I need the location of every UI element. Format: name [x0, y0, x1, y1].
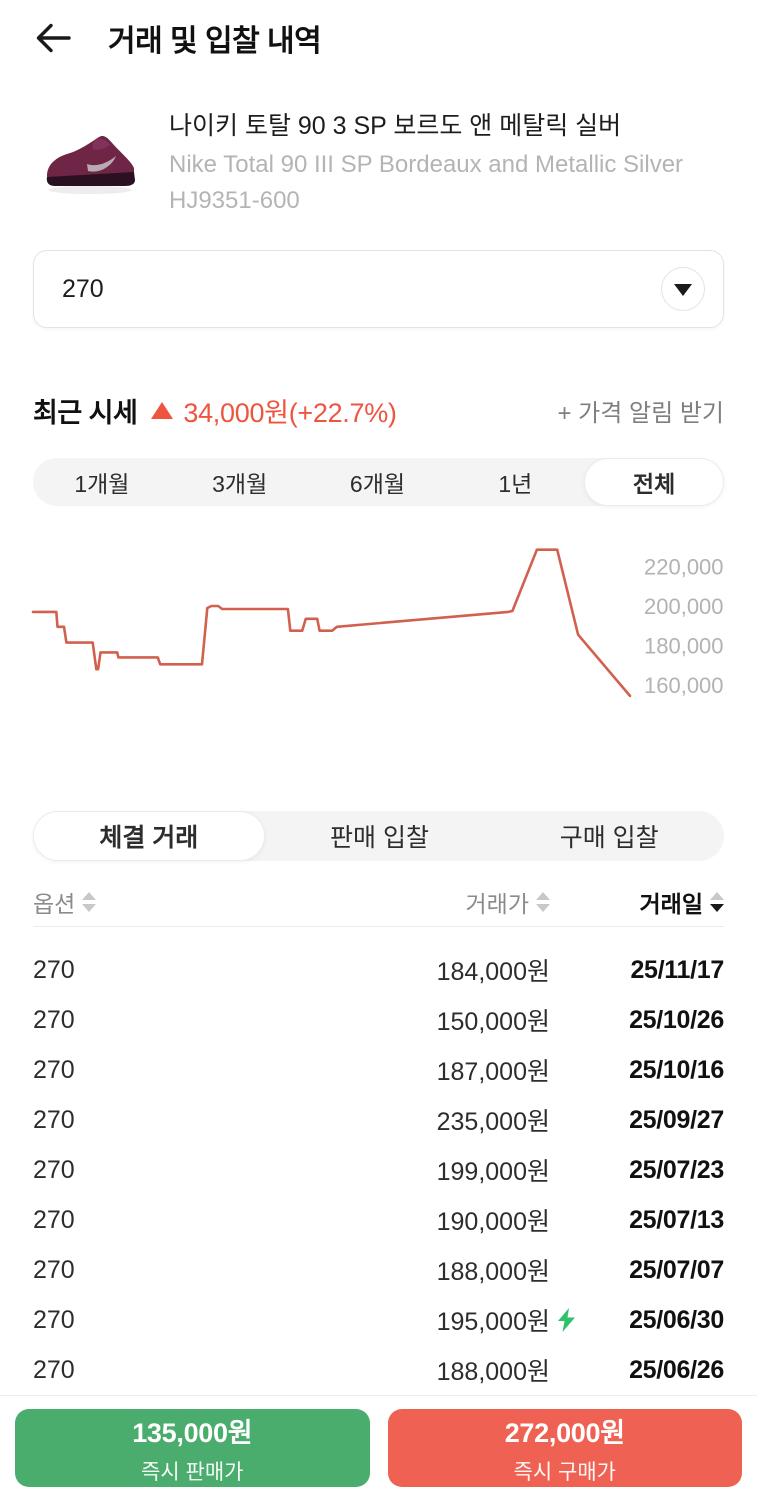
trade-history-table: 옵션 거래가 거래일 270 184,000원 25/11/17 270 150,000…: [33, 877, 724, 1395]
row-date: 25/10/16: [629, 1055, 724, 1084]
row-date: 25/07/23: [629, 1155, 724, 1184]
sort-icon: [82, 891, 97, 912]
express-delivery-icon: [558, 1308, 575, 1333]
size-select[interactable]: 270: [33, 250, 724, 329]
table-header-row: 옵션 거래가 거래일: [33, 877, 724, 928]
size-select-value: 270: [62, 274, 104, 303]
row-price: 190,000원: [436, 1208, 550, 1237]
table-row[interactable]: 270 188,000원 25/07/07: [33, 1245, 724, 1295]
instant-sell-price: 135,000원: [132, 1417, 253, 1448]
row-date: 25/07/13: [629, 1205, 724, 1234]
row-price: 199,000원: [436, 1158, 550, 1187]
y-axis-tick-label: 180,000: [644, 634, 724, 659]
row-date: 25/07/07: [629, 1255, 724, 1284]
bottom-action-bar: 135,000원 즉시 판매가 272,000원 즉시 구매가: [0, 1395, 757, 1500]
period-tab-1[interactable]: 3개월: [212, 471, 268, 498]
period-tab-4[interactable]: 전체: [584, 458, 724, 507]
price-chart: 220,000 200,000 180,000 160,000: [0, 530, 757, 725]
instant-buy-label: 즉시 구매가: [513, 1460, 616, 1484]
table-row[interactable]: 270 190,000원 25/07/13: [33, 1195, 724, 1245]
column-header-price[interactable]: 거래가: [153, 885, 550, 919]
column-header-date[interactable]: 거래일: [584, 885, 724, 919]
row-price: 150,000원: [436, 1008, 550, 1037]
product-name-korean: 나이키 토탈 90 3 SP 보르도 앤 메탈릭 실버: [169, 112, 622, 140]
row-date: 25/06/26: [629, 1355, 724, 1384]
row-option: 270: [33, 1255, 75, 1284]
row-date: 25/09/27: [629, 1105, 724, 1134]
product-name-english: Nike Total 90 III SP Bordeaux and Metall…: [169, 151, 684, 178]
y-axis-tick-label: 200,000: [644, 594, 724, 619]
column-label: 거래일: [639, 890, 703, 917]
period-tab-3[interactable]: 1년: [498, 471, 533, 498]
row-express-slot: [550, 1307, 584, 1333]
sort-icon: [536, 891, 550, 912]
product-image: [33, 117, 145, 209]
back-button[interactable]: [30, 16, 76, 60]
chevron-down-icon: [674, 284, 692, 297]
instant-buy-price: 272,000원: [504, 1417, 625, 1448]
row-price: 195,000원: [436, 1308, 550, 1337]
price-line: [31, 548, 632, 698]
period-tab-2[interactable]: 6개월: [349, 471, 406, 498]
history-tab-1[interactable]: 판매 입찰: [330, 824, 429, 853]
row-option: 270: [33, 1155, 75, 1184]
table-row[interactable]: 270 184,000원 25/11/17: [33, 945, 724, 995]
price-change-value: 34,000원(+22.7%): [183, 397, 397, 428]
column-label: 옵션: [33, 890, 76, 917]
sort-icon: [710, 891, 724, 912]
row-price: 235,000원: [436, 1108, 550, 1137]
row-option: 270: [33, 1355, 75, 1384]
price-up-triangle-icon: [151, 401, 174, 419]
table-row[interactable]: 270 187,000원 25/10/16: [33, 1045, 724, 1095]
period-tab-0[interactable]: 1개월: [74, 471, 130, 498]
product-sku: HJ9351-600: [169, 186, 300, 214]
row-option: 270: [33, 1055, 75, 1084]
history-tab-bar: 체결 거래 판매 입찰 구매 입찰: [33, 811, 724, 862]
row-option: 270: [33, 955, 75, 984]
period-tab-bar: 1개월 3개월 6개월 1년 전체: [33, 458, 724, 507]
instant-sell-label: 즉시 판매가: [141, 1460, 244, 1484]
instant-sell-button[interactable]: 135,000원 즉시 판매가: [15, 1409, 370, 1487]
page-title: 거래 및 입찰 내역: [108, 25, 322, 58]
sneaker-icon: [46, 136, 135, 195]
app-header: 거래 및 입찰 내역: [0, 0, 757, 60]
row-option: 270: [33, 1005, 75, 1034]
y-axis-tick-label: 160,000: [644, 673, 724, 698]
row-option: 270: [33, 1305, 75, 1334]
table-row[interactable]: 270 195,000원 25/06/30: [33, 1295, 724, 1345]
row-option: 270: [33, 1105, 75, 1134]
row-price: 188,000원: [436, 1258, 550, 1287]
market-price-row: 최근 시세 34,000원(+22.7%) + 가격 알림 받기: [33, 392, 724, 428]
row-date: 25/06/30: [629, 1305, 724, 1334]
dropdown-circle[interactable]: [661, 267, 705, 312]
row-price: 184,000원: [436, 958, 550, 987]
market-price-label: 최근 시세: [33, 397, 138, 428]
history-tab-0[interactable]: 체결 거래: [33, 811, 265, 862]
price-line-chart: 220,000 200,000 180,000 160,000: [31, 548, 724, 698]
y-axis-tick-label: 220,000: [644, 555, 724, 580]
column-header-option[interactable]: 옵션: [33, 885, 153, 919]
column-label: 거래가: [465, 890, 529, 917]
table-body: 270 184,000원 25/11/17 270 150,000원 25/10/26 27…: [33, 927, 724, 1395]
back-arrow-icon: [36, 23, 71, 53]
table-row[interactable]: 270 188,000원 25/06/26: [33, 1345, 724, 1395]
row-price: 188,000원: [436, 1358, 550, 1387]
instant-buy-button[interactable]: 272,000원 즉시 구매가: [387, 1409, 742, 1487]
history-tab-2[interactable]: 구매 입찰: [559, 824, 659, 853]
row-price: 187,000원: [436, 1058, 550, 1087]
product-summary: 나이키 토탈 90 3 SP 보르도 앤 메탈릭 실버 Nike Total 9…: [33, 110, 724, 216]
table-row[interactable]: 270 199,000원 25/07/23: [33, 1145, 724, 1195]
table-row[interactable]: 270 150,000원 25/10/26: [33, 995, 724, 1045]
table-row[interactable]: 270 235,000원 25/09/27: [33, 1095, 724, 1145]
row-option: 270: [33, 1205, 75, 1234]
price-alert-button[interactable]: + 가격 알림 받기: [557, 399, 725, 427]
row-date: 25/11/17: [630, 955, 724, 984]
row-date: 25/10/26: [629, 1005, 724, 1034]
